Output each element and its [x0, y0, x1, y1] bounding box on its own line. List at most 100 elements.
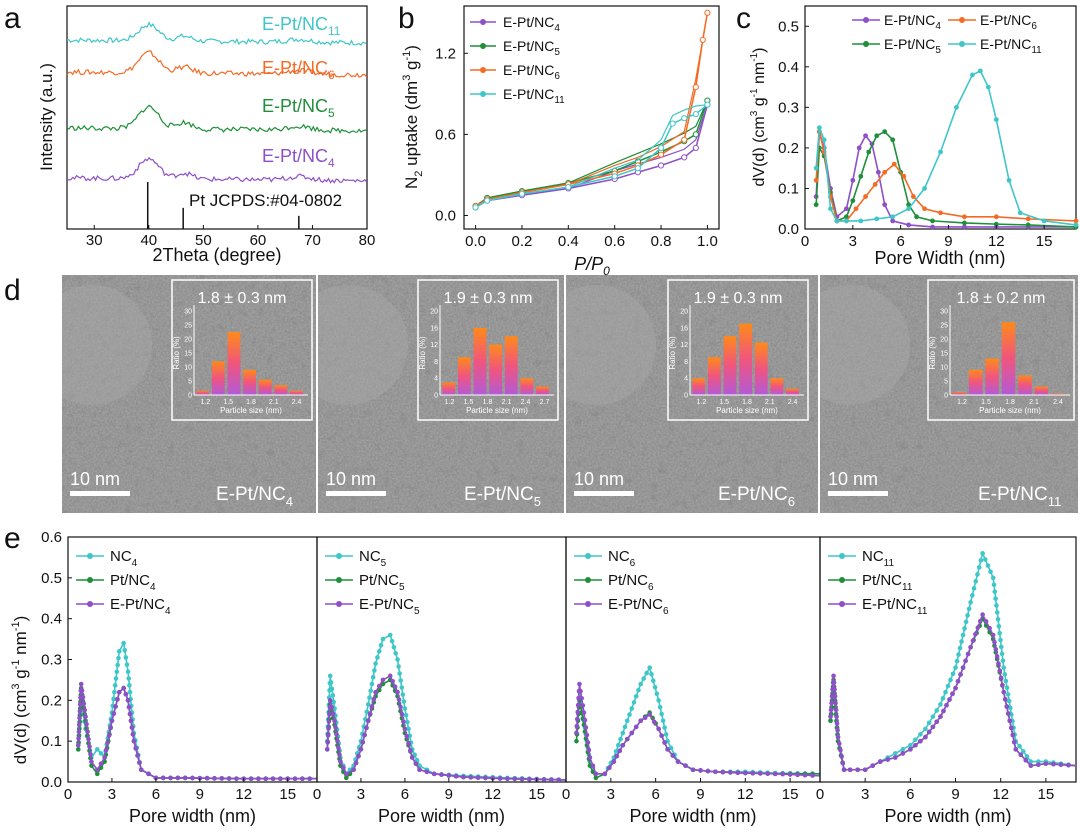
inset-y-tick: 20: [940, 337, 948, 344]
inset-x-tick: 1.2: [957, 399, 967, 406]
psd-point: [327, 712, 332, 717]
legend-marker: [480, 67, 486, 73]
psd-point: [369, 704, 375, 709]
psd-point: [962, 214, 967, 220]
psd-point: [872, 182, 878, 187]
psd-point: [343, 771, 349, 777]
psd-point: [856, 145, 862, 151]
psd-point: [102, 755, 107, 760]
legend-label-E-Pt/NC5-main: E-Pt/NC: [503, 38, 554, 54]
y-tick-label: 0.0: [778, 221, 799, 238]
psd-point: [900, 747, 906, 752]
psd-point: [636, 687, 641, 693]
panel-e-frame: [819, 536, 1077, 783]
scale-bar: [828, 491, 888, 496]
psd-point: [683, 763, 688, 768]
inset-y-tick: 12: [430, 342, 438, 349]
y-tick-label: 0.4: [778, 59, 799, 76]
x-tick-label: 60: [250, 232, 267, 249]
inset-x-tick: 2.1: [1029, 399, 1039, 406]
legend-label-E-Pt/NC5-sub: 5: [414, 606, 420, 617]
histogram-bar: [258, 379, 272, 395]
isotherm-point: [681, 154, 688, 161]
inset-xlabel: Particle size (nm): [716, 406, 778, 415]
psd-point: [575, 716, 580, 722]
psd-point: [965, 613, 970, 618]
psd-point: [670, 753, 676, 758]
psd-point: [647, 665, 652, 670]
psd-point: [77, 702, 83, 707]
x-tick-label: 15: [1036, 233, 1053, 250]
histogram-bar: [211, 361, 225, 395]
psd-point: [113, 704, 118, 709]
psd-point: [833, 707, 839, 713]
psd-point: [892, 751, 898, 756]
psd-point: [146, 771, 151, 777]
psd-point: [1017, 743, 1022, 749]
psd-point: [863, 194, 868, 199]
legend-label-E-Pt/NC5-main: E-Pt/NC: [884, 36, 935, 52]
psd-point: [212, 776, 217, 781]
legend-label-Pt/NC5: Pt/NC5: [359, 572, 405, 593]
scale-bar-label: 10 nm: [326, 469, 376, 489]
psd-point: [922, 186, 927, 191]
psd-point: [971, 586, 977, 591]
psd-point: [453, 773, 459, 779]
psd-point: [127, 683, 132, 688]
psd-point: [332, 718, 337, 724]
inset-y-tick: 25: [940, 323, 948, 330]
psd-point: [1028, 759, 1034, 764]
psd-point: [94, 771, 100, 777]
legend-label-NC6-main: NC: [608, 548, 630, 565]
y-tick-label: 0.1: [778, 180, 799, 197]
legend-label-E-Pt/NC4-sub: 4: [165, 606, 171, 617]
psd-point: [795, 772, 800, 778]
histogram-bar: [1018, 375, 1032, 395]
x-tick-label: 6: [152, 786, 160, 803]
psd-point: [137, 760, 142, 765]
psd-point: [124, 662, 130, 667]
psd-point: [338, 759, 343, 764]
panel-e-frame: [565, 536, 821, 783]
tem-label-E-Pt/NC11-sub: 11: [1048, 494, 1062, 509]
psd-point: [828, 707, 834, 713]
panel-e-xlabel: Pore width (nm): [129, 806, 256, 826]
psd-point: [922, 206, 927, 212]
tem-label-E-Pt/NC4: E-Pt/NC4: [216, 484, 293, 509]
psd-point: [326, 726, 331, 731]
xrd-label-E-Pt/NC6: E-Pt/NC6: [262, 58, 335, 82]
x-tick-label: 12: [737, 786, 754, 803]
psd-point: [908, 742, 913, 748]
psd-point: [954, 658, 960, 664]
inset-y-tick: 20: [680, 309, 688, 316]
psd-point: [439, 772, 444, 777]
psd-point: [858, 218, 864, 224]
psd-point: [365, 702, 371, 707]
legend-marker: [839, 577, 845, 583]
tem-label-E-Pt/NC6-main: E-Pt/NC: [718, 484, 788, 505]
psd-point: [1008, 725, 1014, 731]
psd-point: [965, 651, 971, 657]
psd-point: [328, 680, 334, 685]
psd-line-E-Pt/NC11: [815, 69, 1077, 226]
psd-point: [874, 133, 880, 139]
isotherm-point: [657, 162, 665, 169]
psd-point: [1023, 757, 1029, 763]
legend-label-E-Pt/NC11-sub: 11: [1031, 45, 1042, 56]
x-tick-label: 15: [279, 786, 296, 803]
psd-point: [850, 198, 856, 204]
psd-point: [838, 747, 843, 753]
psd-point: [978, 558, 984, 563]
psd-point: [882, 169, 888, 175]
tem-label-E-Pt/NC5-sub: 5: [534, 494, 541, 509]
psd-point: [1025, 216, 1031, 222]
psd-point: [578, 688, 583, 694]
psd-point: [82, 707, 87, 713]
isotherm-point: [704, 101, 711, 108]
x-tick-label: 0.0: [465, 233, 486, 250]
psd-point: [945, 683, 951, 689]
legend-label-E-Pt/NC11-main: E-Pt/NC: [862, 596, 917, 613]
panel-e-ylabel: dV(d) (cm3 g-1 nm-1): [10, 616, 30, 765]
psd-point: [364, 725, 369, 731]
legend-marker: [585, 601, 591, 607]
